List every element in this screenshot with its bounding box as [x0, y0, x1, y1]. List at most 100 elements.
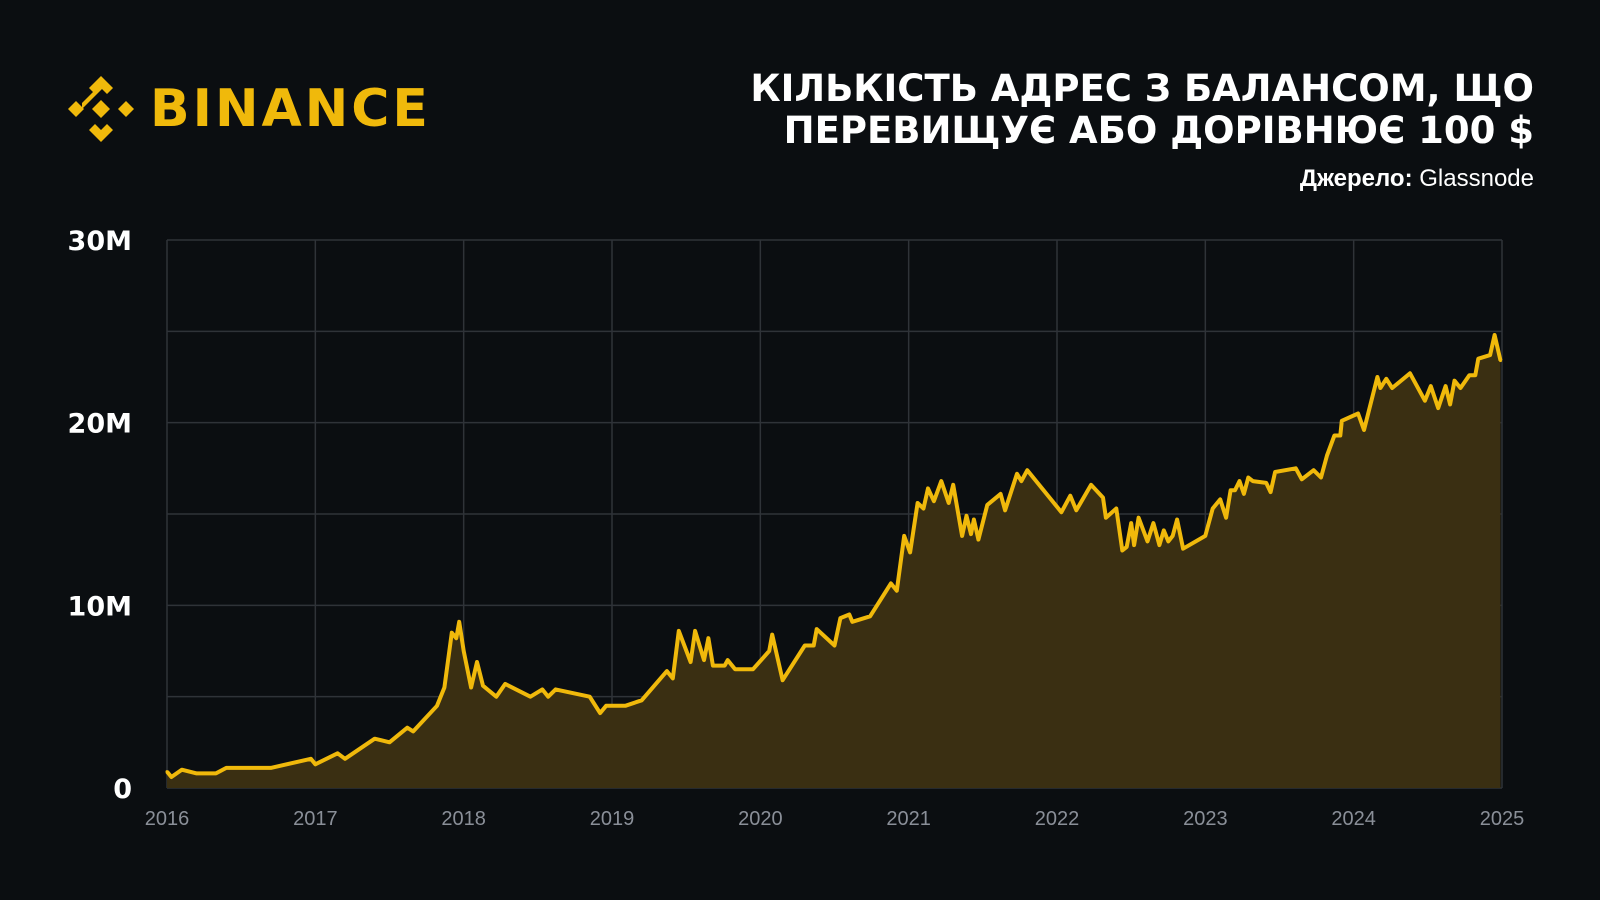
data-point [485, 687, 489, 691]
data-point [1114, 507, 1118, 510]
data-point [1294, 466, 1298, 470]
data-point [1444, 384, 1448, 388]
data-point [1074, 508, 1078, 512]
data-point [916, 501, 920, 505]
data-point [373, 737, 377, 741]
data-point [1003, 508, 1007, 512]
data-point [1229, 488, 1233, 492]
data-point [1125, 545, 1129, 549]
data-point [1390, 386, 1394, 390]
data-point [1493, 333, 1497, 337]
data-point [457, 620, 461, 624]
binance-logo: BINANCE [66, 74, 431, 144]
data-point [1104, 516, 1108, 520]
data-point [1238, 479, 1241, 483]
data-point [503, 682, 507, 686]
data-point [442, 686, 446, 689]
data-point [1019, 479, 1023, 483]
data-point [711, 664, 715, 668]
data-point [1068, 494, 1072, 498]
data-point [1242, 492, 1246, 496]
data-point [1264, 481, 1268, 485]
data-point [847, 613, 851, 616]
data-point [623, 704, 627, 708]
data-point [1146, 539, 1149, 543]
data-point [889, 581, 893, 585]
data-point [180, 768, 184, 772]
data-point [1171, 534, 1175, 538]
data-point [1332, 434, 1336, 437]
x-tick-label: 2025 [1480, 808, 1525, 830]
data-point [812, 644, 816, 647]
data-point [922, 507, 925, 510]
y-tick-label: 10M [68, 591, 132, 622]
data-point [1089, 483, 1093, 487]
data-point [462, 649, 466, 653]
data-point [388, 740, 391, 744]
data-point [723, 664, 727, 668]
data-point [868, 614, 872, 618]
x-tick-label: 2018 [441, 808, 486, 830]
data-point [1025, 468, 1029, 472]
brand-name: BINANCE [150, 79, 431, 139]
data-point [1015, 472, 1019, 476]
x-tick-label: 2021 [886, 808, 931, 830]
data-point [1251, 479, 1255, 483]
data-point [838, 616, 842, 620]
y-tick-label: 0 [113, 774, 132, 805]
data-point [224, 766, 228, 770]
data-point [1453, 379, 1456, 383]
data-point [528, 695, 532, 699]
data-point [1300, 477, 1304, 481]
source-value: Glassnode [1419, 165, 1534, 192]
data-point [969, 532, 973, 536]
y-tick-label: 20M [68, 409, 132, 440]
data-point [1224, 516, 1228, 520]
x-axis-ticks: 2016 2017 2018 2019 2020 2021 2022 2023 2024 2025 [145, 808, 1525, 830]
data-point [1132, 543, 1136, 547]
data-point [1356, 412, 1360, 415]
data-point [767, 649, 771, 653]
data-point [494, 695, 498, 699]
data-point [195, 771, 199, 775]
data-point [751, 667, 755, 671]
data-point [1362, 428, 1366, 432]
data-point [1473, 373, 1477, 377]
data-point [165, 770, 169, 774]
data-point [1499, 359, 1502, 363]
data-point [1467, 373, 1471, 377]
data-point [1476, 357, 1480, 361]
binance-diamond-icon [68, 76, 134, 142]
data-point [588, 695, 592, 699]
data-point [405, 726, 409, 730]
data-point [1162, 528, 1166, 532]
x-tick-label: 2020 [738, 808, 783, 830]
y-tick-label: 30M [68, 226, 132, 257]
data-point [926, 486, 930, 490]
data-point [706, 636, 710, 640]
data-point [833, 644, 836, 647]
area-fill [167, 335, 1501, 788]
data-point [1120, 549, 1124, 552]
data-point [1436, 406, 1440, 410]
x-tick-label: 2023 [1183, 808, 1228, 830]
data-point [1181, 547, 1185, 551]
data-point [411, 729, 415, 733]
data-point [671, 676, 675, 680]
data-point [733, 667, 737, 671]
data-point [976, 538, 980, 542]
data-point [1233, 488, 1237, 492]
data-point [815, 627, 819, 631]
data-point [1137, 516, 1141, 520]
data-point [939, 479, 943, 483]
data-point [309, 757, 313, 761]
data-point [1384, 377, 1388, 381]
data-point [770, 633, 774, 637]
data-point [169, 775, 173, 779]
data-point [1246, 476, 1250, 479]
data-point [1340, 419, 1344, 423]
chart-title-line-1: Кількість адрес з балансом, що [750, 67, 1534, 110]
data-point [598, 711, 602, 715]
data-point [677, 629, 681, 633]
data-point [450, 631, 454, 635]
